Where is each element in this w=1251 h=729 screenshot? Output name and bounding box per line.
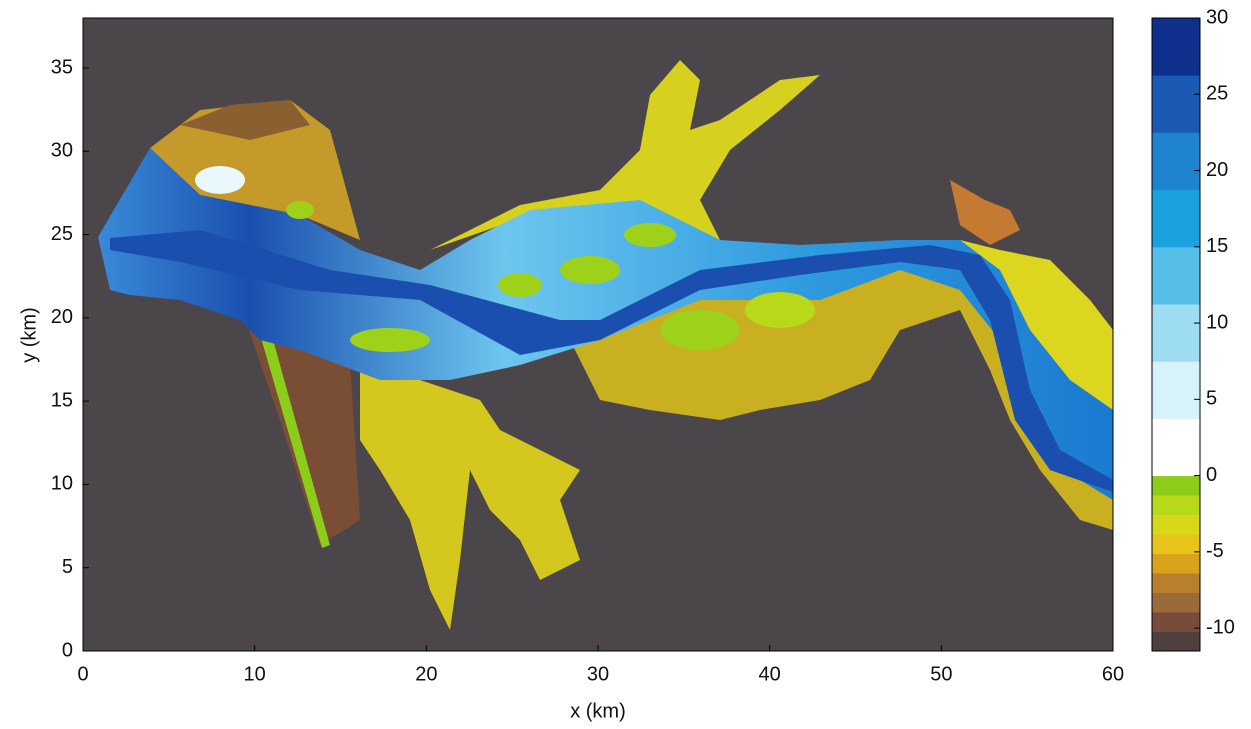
colorbar-band <box>1152 534 1200 554</box>
colorbar-band <box>1152 612 1200 632</box>
colorbar-band <box>1152 418 1200 476</box>
colorbar-band <box>1152 190 1200 248</box>
colorbar-tick-label: 15 <box>1206 235 1228 257</box>
x-tick-label: 60 <box>1102 663 1124 685</box>
colorbar-band <box>1152 476 1200 496</box>
colorbar-band <box>1152 304 1200 362</box>
x-axis-label: x (km) <box>570 700 626 722</box>
colorbar-tick-label: 10 <box>1206 311 1228 333</box>
y-tick-label: 30 <box>51 140 73 162</box>
x-tick-label: 10 <box>244 663 266 685</box>
colorbar-tick-label: -10 <box>1206 616 1235 638</box>
colorbar-band <box>1152 495 1200 515</box>
y-tick-label: 20 <box>51 306 73 328</box>
colorbar-tick-label: 5 <box>1206 388 1217 410</box>
colorbar-band <box>1152 18 1200 76</box>
x-tick-label: 40 <box>759 663 781 685</box>
colorbar-band <box>1152 247 1200 305</box>
island <box>624 223 676 247</box>
colorbar-band <box>1152 515 1200 535</box>
y-tick-label: 15 <box>51 389 73 411</box>
y-tick-label: 25 <box>51 223 73 245</box>
colorbar-tick-label: 20 <box>1206 159 1228 181</box>
island <box>745 292 815 328</box>
island <box>498 273 542 297</box>
colorbar-band <box>1152 632 1200 652</box>
y-tick-label: 5 <box>62 556 73 578</box>
colorbar-tick-label: 30 <box>1206 6 1228 28</box>
x-tick-label: 30 <box>587 663 609 685</box>
colorbar-band <box>1152 554 1200 574</box>
y-tick-label: 0 <box>62 639 73 661</box>
island <box>286 201 314 219</box>
y-axis-label: y (km) <box>18 307 40 363</box>
colorbar-tick-label: 0 <box>1206 464 1217 486</box>
colorbar-band <box>1152 361 1200 419</box>
colorbar-band <box>1152 573 1200 593</box>
island <box>560 256 620 284</box>
x-tick-label: 50 <box>930 663 952 685</box>
colorbar-band <box>1152 132 1200 190</box>
colorbar-band <box>1152 593 1200 613</box>
island <box>660 310 740 350</box>
x-tick-label: 0 <box>77 663 88 685</box>
y-tick-label: 35 <box>51 56 73 78</box>
island <box>350 328 430 352</box>
island <box>195 166 245 194</box>
x-tick-label: 20 <box>415 663 437 685</box>
y-tick-label: 10 <box>51 473 73 495</box>
colorbar-band <box>1152 75 1200 133</box>
colorbar-tick-label: 25 <box>1206 83 1228 105</box>
colorbar-tick-label: -5 <box>1206 540 1224 562</box>
chart: x (km) y (km) 01020304050600510152025303… <box>0 0 1251 729</box>
